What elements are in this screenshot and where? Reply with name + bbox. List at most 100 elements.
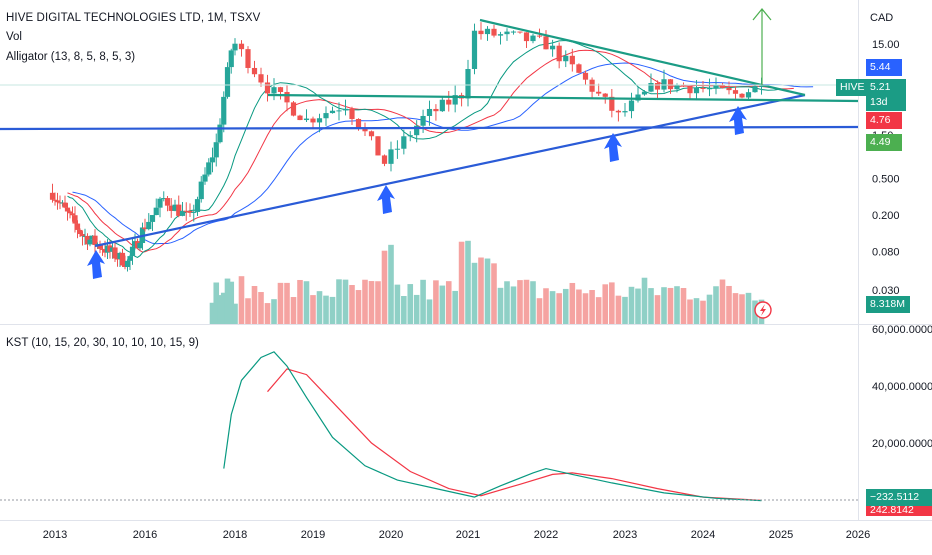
target-arrow-head bbox=[752, 8, 772, 21]
candle-body bbox=[622, 111, 628, 113]
volume-bar bbox=[530, 281, 536, 324]
volume-bar bbox=[484, 258, 491, 324]
candle-body bbox=[576, 64, 582, 73]
price-tick-label: 15.00 bbox=[872, 39, 900, 51]
time-tick-label: 2021 bbox=[456, 529, 480, 541]
volume-bar bbox=[277, 282, 284, 324]
candle-body bbox=[52, 199, 58, 201]
volume-bar bbox=[342, 279, 349, 324]
volume-bar bbox=[297, 279, 303, 324]
time-tick-label: 2023 bbox=[613, 529, 637, 541]
candle-body bbox=[667, 79, 674, 90]
candle-body bbox=[569, 55, 575, 65]
candle-body bbox=[693, 87, 700, 94]
time-tick-label: 2022 bbox=[534, 529, 558, 541]
volume-bar bbox=[497, 287, 504, 324]
candle-body bbox=[355, 118, 362, 129]
candle-body bbox=[164, 198, 171, 206]
candle-body bbox=[414, 125, 420, 136]
time-tick-label: 2020 bbox=[379, 529, 403, 541]
descending-trendline bbox=[479, 18, 806, 97]
time-tick-label: 2013 bbox=[43, 529, 67, 541]
candle-body bbox=[388, 149, 394, 164]
candle-body bbox=[277, 87, 284, 92]
volume-bar bbox=[471, 262, 478, 324]
volume-bar bbox=[213, 282, 220, 324]
volume-bar bbox=[478, 257, 484, 324]
kst-tick-label: 60,000.0000 bbox=[872, 324, 932, 336]
volume-bar bbox=[220, 292, 227, 324]
volume-bar bbox=[641, 277, 648, 324]
candles-group bbox=[49, 22, 765, 272]
candle-body bbox=[112, 247, 118, 259]
volume-bar bbox=[375, 281, 381, 324]
up-arrow-2019 bbox=[377, 185, 395, 214]
candle-body bbox=[297, 115, 303, 121]
candle-body bbox=[198, 181, 204, 200]
candle-body bbox=[213, 142, 219, 158]
candle-body bbox=[264, 82, 271, 94]
candle-body bbox=[87, 239, 93, 245]
candle-body bbox=[206, 162, 212, 175]
volume-bar bbox=[251, 286, 258, 324]
volume-bar bbox=[680, 288, 687, 324]
volume-value-tag: 8.318M bbox=[866, 296, 910, 313]
candle-body bbox=[497, 34, 504, 36]
candle-body bbox=[648, 82, 654, 92]
volume-bar bbox=[349, 285, 355, 324]
candle-body bbox=[183, 210, 189, 212]
volume-bar bbox=[290, 297, 297, 324]
volume-bar bbox=[362, 279, 368, 324]
volume-bar bbox=[224, 278, 231, 324]
volume-bar bbox=[700, 300, 706, 324]
candle-body bbox=[157, 198, 163, 208]
candle-body bbox=[290, 102, 297, 116]
candle-body bbox=[739, 93, 745, 98]
horizontal-resistance-line bbox=[267, 93, 859, 103]
candle-body bbox=[426, 108, 433, 116]
candle-body bbox=[484, 28, 491, 35]
candle-body bbox=[271, 87, 277, 94]
candle-body bbox=[79, 234, 86, 237]
candle-body bbox=[284, 91, 290, 103]
candle-body bbox=[316, 118, 323, 123]
candle-body bbox=[153, 207, 159, 216]
volume-bar bbox=[465, 240, 471, 324]
alligator-legend: Alligator (13, 8, 5, 8, 5, 3) bbox=[6, 51, 136, 63]
volume-bar bbox=[491, 263, 497, 324]
rising-trendline bbox=[94, 93, 806, 248]
candle-body bbox=[674, 84, 680, 90]
candle-body bbox=[202, 174, 208, 182]
candle-body bbox=[54, 200, 61, 203]
kst-legend: KST (10, 15, 20, 30, 10, 10, 10, 15, 9) bbox=[6, 337, 199, 349]
last-price-tag: 5.21 bbox=[866, 79, 906, 96]
volume-bar bbox=[323, 295, 329, 324]
candle-body bbox=[77, 229, 83, 235]
candle-body bbox=[635, 94, 641, 101]
candle-body bbox=[680, 84, 687, 87]
candle-body bbox=[726, 87, 732, 91]
candle-body bbox=[119, 252, 126, 266]
candle-body bbox=[706, 88, 713, 90]
volume-bar bbox=[562, 288, 569, 324]
volume-bar bbox=[310, 295, 316, 324]
candle-body bbox=[530, 35, 536, 42]
candle-body bbox=[221, 96, 227, 125]
volume-bar bbox=[543, 288, 549, 324]
volume-bar bbox=[245, 298, 251, 324]
candle-body bbox=[228, 50, 234, 68]
candle-body bbox=[504, 31, 510, 35]
candle-body bbox=[168, 205, 174, 211]
volume-bar bbox=[284, 282, 290, 324]
volume-group bbox=[209, 240, 765, 324]
chart-title: HIVE DIGITAL TECHNOLOGIES LTD, 1M, TSXV bbox=[6, 12, 261, 24]
volume-bar bbox=[732, 293, 739, 324]
candle-body bbox=[127, 256, 133, 261]
candle-body bbox=[176, 204, 182, 216]
volume-bar bbox=[609, 282, 615, 324]
candle-body bbox=[628, 100, 635, 112]
volume-bar bbox=[209, 302, 216, 324]
volume-bar bbox=[426, 299, 433, 324]
candle-body bbox=[69, 213, 76, 216]
candle-body bbox=[732, 90, 739, 94]
